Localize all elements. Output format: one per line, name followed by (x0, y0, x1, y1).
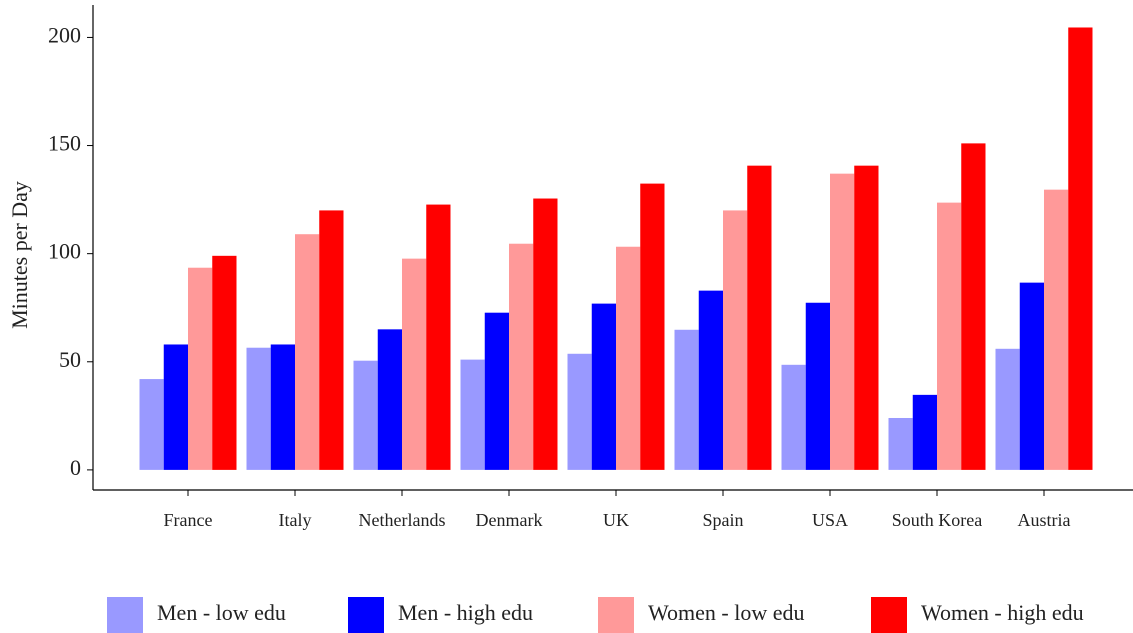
bar (854, 165, 879, 470)
bar (533, 198, 558, 470)
bar (912, 394, 937, 470)
bar (426, 204, 451, 470)
bar (295, 234, 320, 470)
x-tick-label: Denmark (476, 510, 543, 530)
bar (567, 353, 592, 470)
bar (995, 348, 1020, 470)
bar (747, 165, 772, 470)
bar (377, 329, 402, 470)
y-axis-label: Minutes per Day (7, 181, 32, 329)
bar (270, 344, 295, 470)
bar (509, 243, 534, 470)
x-tick-label: South Korea (892, 510, 982, 530)
bar (212, 255, 237, 470)
legend-swatch (871, 597, 907, 633)
legend-label: Women - high edu (921, 600, 1084, 625)
x-tick-label: USA (812, 510, 848, 530)
bar (139, 379, 164, 470)
y-tick-label: 100 (48, 239, 81, 264)
y-tick-label: 200 (48, 22, 81, 47)
bar (830, 173, 855, 470)
legend-swatch (348, 597, 384, 633)
bar (460, 359, 485, 470)
bar (616, 246, 641, 470)
bar (246, 347, 271, 470)
x-tick-label: France (164, 510, 213, 530)
bar (961, 143, 986, 470)
bar (163, 344, 188, 470)
bar (1019, 282, 1044, 470)
legend-label: Men - low edu (157, 600, 286, 625)
bar (888, 417, 913, 470)
legend-swatch (107, 597, 143, 633)
bar (484, 312, 509, 470)
y-tick-label: 0 (70, 455, 81, 480)
legend-label: Men - high edu (398, 600, 533, 625)
bar (781, 364, 806, 470)
x-tick-label: Spain (702, 510, 743, 530)
bar (188, 267, 213, 470)
bar (805, 302, 830, 470)
legend-swatch (598, 597, 634, 633)
x-tick-label: Netherlands (359, 510, 446, 530)
bar (937, 202, 962, 470)
x-tick-label: UK (603, 510, 629, 530)
bar (591, 303, 616, 470)
x-tick-label: Italy (279, 510, 312, 530)
y-tick-label: 150 (48, 131, 81, 156)
bar (1068, 27, 1093, 470)
bar (640, 183, 665, 470)
bar (402, 258, 427, 470)
bar (353, 360, 378, 470)
legend-label: Women - low edu (648, 600, 804, 625)
bar (674, 329, 699, 470)
bar (698, 290, 723, 470)
bar (1044, 189, 1069, 470)
bar (723, 210, 748, 470)
y-tick-label: 50 (59, 347, 81, 372)
bar (319, 210, 344, 470)
x-tick-label: Austria (1018, 510, 1071, 530)
